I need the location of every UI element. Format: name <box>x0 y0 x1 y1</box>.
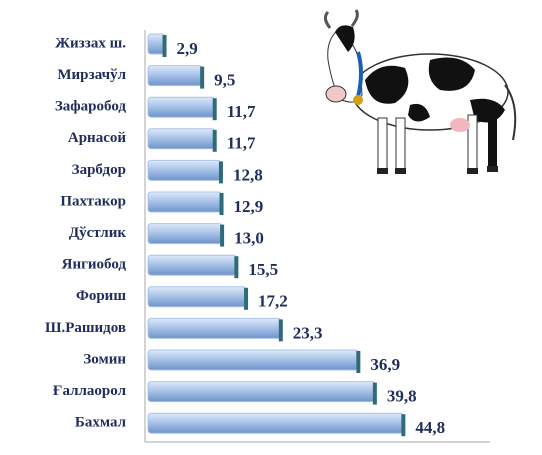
bar-cap <box>163 35 167 57</box>
value-label: 39,8 <box>387 387 417 406</box>
category-label: Ғаллаорол <box>53 383 127 399</box>
value-label: 15,5 <box>248 260 278 279</box>
value-label: 17,2 <box>258 292 288 311</box>
bar <box>148 34 165 54</box>
bar <box>148 350 358 370</box>
value-label: 9,5 <box>214 71 235 90</box>
bar-cap <box>234 256 238 278</box>
value-label: 11,7 <box>227 102 256 121</box>
bar-cap <box>356 351 360 373</box>
value-label: 12,8 <box>233 165 263 184</box>
value-label: 23,3 <box>293 323 323 342</box>
bar-cap <box>213 130 217 152</box>
bar <box>148 413 403 433</box>
bar-cap <box>220 193 224 215</box>
bar <box>148 192 222 212</box>
bar <box>148 66 202 86</box>
bar <box>148 382 375 402</box>
category-label: Пахтакор <box>60 193 126 209</box>
category-label: Зомин <box>83 351 126 367</box>
value-label: 2,9 <box>177 39 198 58</box>
bar-cap <box>213 98 217 120</box>
category-label: Ш.Рашидов <box>45 320 126 336</box>
category-label: Арнасой <box>68 130 126 146</box>
bar <box>148 224 222 244</box>
category-label: Фориш <box>76 288 126 304</box>
bar-cap <box>279 319 283 341</box>
bar <box>148 255 236 275</box>
category-label: Зарбдор <box>72 162 126 178</box>
value-label: 11,7 <box>227 134 256 153</box>
bar-cap <box>200 67 204 89</box>
category-label: Мирзачўл <box>57 67 126 83</box>
chart: Жиззах ш. 2,9 Мирзачўл 9,5 Зафаробод 11,7 Арна… <box>0 0 542 455</box>
category-label: Бахмал <box>75 415 127 431</box>
value-label: 36,9 <box>370 355 400 374</box>
value-label: 12,9 <box>234 197 264 216</box>
bar <box>148 160 221 180</box>
bar <box>148 318 281 338</box>
bar-cap <box>220 225 224 247</box>
bar-cap <box>244 288 248 310</box>
bar-cap <box>373 383 377 405</box>
category-label: Жиззах ш. <box>55 35 126 51</box>
category-label: Дўстлик <box>69 225 127 241</box>
value-label: 13,0 <box>234 229 264 248</box>
cow-illustration <box>325 10 515 174</box>
bar-cap <box>401 414 405 436</box>
bar <box>148 97 215 117</box>
value-label: 44,8 <box>415 418 445 437</box>
bar-cap <box>219 161 223 183</box>
bar <box>148 287 246 307</box>
category-label: Зафаробод <box>55 99 127 115</box>
category-label: Янгиобод <box>62 257 127 273</box>
bar <box>148 129 215 149</box>
